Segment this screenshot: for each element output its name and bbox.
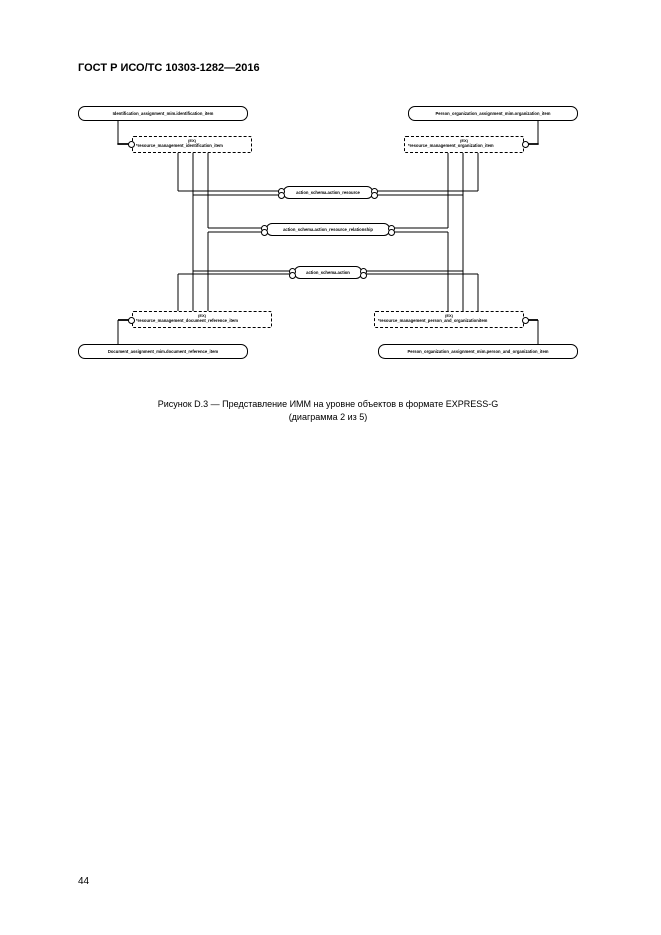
ex-text: *resource_management_identification_item bbox=[136, 143, 248, 148]
connector-circle bbox=[371, 192, 378, 199]
ex-text: *resource_management_person_and_organiza… bbox=[378, 318, 520, 323]
connector-circle bbox=[522, 141, 529, 148]
box-label: Identification_assignment_mim.identifica… bbox=[113, 111, 214, 116]
box-identification-assignment: Identification_assignment_mim.identifica… bbox=[78, 106, 248, 121]
connector-circle bbox=[128, 141, 135, 148]
express-g-diagram: Identification_assignment_mim.identifica… bbox=[78, 106, 578, 386]
document-page: ГОСТ Р ИСО/ТС 10303-1282—2016 bbox=[0, 0, 661, 935]
box-label: Person_organization_assignment_mim.organ… bbox=[436, 111, 551, 116]
connector-circle bbox=[522, 317, 529, 324]
caption-line-2: (диаграмма 2 из 5) bbox=[289, 412, 368, 422]
box-document-assignment: Document_assignment_mim.document_referen… bbox=[78, 344, 248, 359]
box-label: Person_organization_assignment_mim.perso… bbox=[407, 349, 548, 354]
connector-circle bbox=[278, 192, 285, 199]
box-person-org-assignment-bottom: Person_organization_assignment_mim.perso… bbox=[378, 344, 578, 359]
box-label: action_schema.action_resource bbox=[296, 190, 360, 195]
box-label: Document_assignment_mim.document_referen… bbox=[108, 349, 218, 354]
box-label: action_schema.action_resource_relationsh… bbox=[283, 227, 373, 232]
ex-text: *resource_management_document_reference_… bbox=[136, 318, 268, 323]
caption-line-1: Рисунок D.3 — Представление ИММ на уровн… bbox=[158, 399, 499, 409]
document-header: ГОСТ Р ИСО/ТС 10303-1282—2016 bbox=[78, 62, 260, 74]
connector-circle bbox=[261, 229, 268, 236]
figure-caption: Рисунок D.3 — Представление ИММ на уровн… bbox=[78, 398, 578, 423]
box-resource-mgmt-org-item: (EX) *resource_management_organization_i… bbox=[404, 136, 524, 153]
connector-circle bbox=[128, 317, 135, 324]
page-number: 44 bbox=[78, 876, 89, 887]
box-action-resource-relationship: action_schema.action_resource_relationsh… bbox=[266, 223, 390, 236]
box-person-org-assignment: Person_organization_assignment_mim.organ… bbox=[408, 106, 578, 121]
box-resource-mgmt-id-item: (EX) *resource_management_identification… bbox=[132, 136, 252, 153]
box-resource-mgmt-person-org: (EX) *resource_management_person_and_org… bbox=[374, 311, 524, 328]
box-action-schema-action: action_schema.action bbox=[294, 266, 362, 279]
box-label: action_schema.action bbox=[306, 270, 350, 275]
box-resource-mgmt-doc-ref: (EX) *resource_management_document_refer… bbox=[132, 311, 272, 328]
connector-circle bbox=[289, 272, 296, 279]
connector-circle bbox=[388, 229, 395, 236]
box-action-resource: action_schema.action_resource bbox=[283, 186, 373, 199]
ex-text: *resource_management_organization_item bbox=[408, 143, 520, 148]
connector-circle bbox=[360, 272, 367, 279]
